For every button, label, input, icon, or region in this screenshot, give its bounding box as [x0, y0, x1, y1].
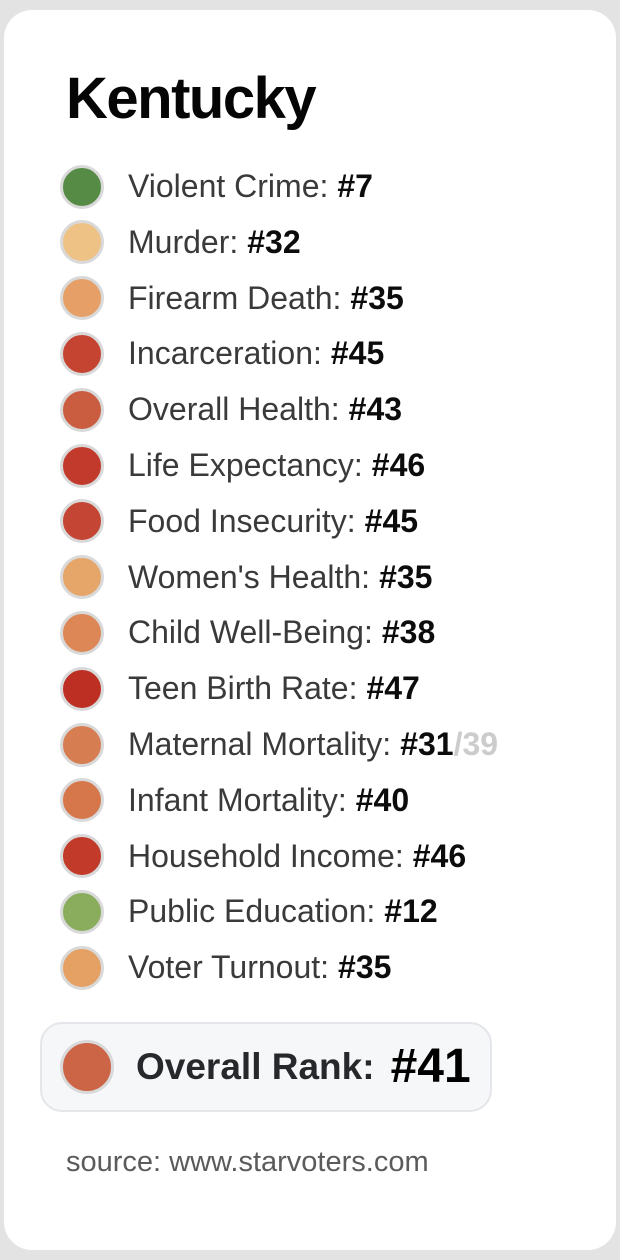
metric-label: Women's Health: — [128, 558, 371, 595]
metric-dot-icon — [60, 889, 104, 934]
metric-rank: #40 — [355, 781, 410, 818]
metric-rank: #45 — [330, 335, 385, 372]
metric-text: Public Education: #12 — [128, 893, 438, 930]
metrics-list: Violent Crime: #7 Murder: #32 Firearm Death:… — [4, 159, 616, 996]
metric-row: Women's Health: #35 — [60, 549, 616, 605]
metric-text: Household Income: #46 — [128, 838, 466, 875]
metric-label: Public Education: — [128, 893, 376, 930]
metric-row: Voter Turnout: #35 — [60, 940, 616, 996]
metric-row: Food Insecurity: #45 — [60, 493, 616, 549]
metric-label: Firearm Death: — [128, 279, 342, 316]
metric-row: Violent Crime: #7 — [60, 159, 616, 215]
metric-label: Maternal Mortality: — [128, 726, 392, 763]
overall-rank-value: #41 — [390, 1040, 471, 1094]
metric-rank: #43 — [348, 391, 403, 428]
state-ranking-card: Kentucky Violent Crime: #7 Murder: #32 Firea… — [4, 10, 616, 1250]
state-title: Kentucky — [66, 66, 317, 131]
metric-label: Murder: — [128, 223, 239, 260]
metric-dot-icon — [60, 610, 104, 655]
metric-row: Child Well-Being: #38 — [60, 605, 616, 661]
metric-dot-icon — [60, 778, 104, 823]
metric-text: Overall Health: #43 — [128, 391, 402, 428]
metric-row: Life Expectancy: #46 — [60, 438, 616, 494]
metric-rank: #7 — [337, 168, 373, 205]
metric-row: Infant Mortality: #40 — [60, 772, 616, 828]
metric-dot-icon — [60, 387, 104, 432]
metric-rank: #47 — [366, 670, 420, 707]
metric-text: Incarceration: #45 — [128, 335, 384, 372]
source-credit: source: www.starvoters.com — [66, 1145, 429, 1178]
metric-rank: #35 — [350, 279, 404, 316]
metric-label: Voter Turnout: — [128, 949, 330, 986]
metric-dot-icon — [60, 164, 104, 209]
metric-dot-icon — [60, 834, 104, 879]
metric-rank: #46 — [371, 447, 426, 484]
metric-dot-icon — [60, 499, 104, 544]
metric-dot-icon — [60, 722, 104, 767]
overall-rank-dot-icon — [60, 1039, 114, 1094]
metric-text: Firearm Death: #35 — [128, 280, 404, 317]
metric-text: Violent Crime: #7 — [128, 168, 373, 205]
metric-dot-icon — [60, 331, 104, 376]
metric-text: Food Insecurity: #45 — [128, 503, 418, 540]
overall-rank-label: Overall Rank: — [136, 1045, 375, 1087]
metric-row: Public Education: #12 — [60, 884, 616, 940]
metric-dot-icon — [60, 220, 104, 265]
metric-dot-icon — [60, 666, 104, 711]
metric-label: Child Well-Being: — [128, 614, 373, 651]
metric-label: Food Insecurity: — [128, 502, 356, 539]
metric-label: Incarceration: — [128, 335, 322, 372]
metric-rank: #31 — [400, 726, 454, 763]
metric-text: Maternal Mortality: #31/39 — [128, 726, 498, 763]
metric-rank: #46 — [412, 837, 467, 874]
metric-rank: #38 — [381, 614, 436, 651]
metric-text: Women's Health: #35 — [128, 559, 432, 596]
metric-row: Maternal Mortality: #31/39 — [60, 717, 616, 773]
metric-label: Life Expectancy: — [128, 447, 363, 484]
metric-dot-icon — [60, 945, 104, 990]
metric-rank-suffix: /39 — [453, 726, 499, 763]
metric-rank: #32 — [247, 223, 301, 260]
metric-label: Overall Health: — [128, 391, 340, 428]
metric-dot-icon — [60, 276, 104, 321]
metric-dot-icon — [60, 443, 104, 488]
metric-label: Teen Birth Rate: — [128, 670, 358, 707]
metric-text: Voter Turnout: #35 — [128, 949, 391, 986]
overall-rank-box: Overall Rank: #41 — [40, 1021, 492, 1112]
metric-row: Household Income: #46 — [60, 828, 616, 884]
metric-rank: #35 — [338, 949, 392, 986]
metric-text: Child Well-Being: #38 — [128, 614, 435, 651]
metric-label: Infant Mortality: — [128, 781, 347, 818]
metric-row: Firearm Death: #35 — [60, 270, 616, 326]
metric-row: Incarceration: #45 — [60, 326, 616, 382]
metric-rank: #12 — [384, 893, 438, 930]
metric-row: Overall Health: #43 — [60, 382, 616, 438]
metric-label: Violent Crime: — [128, 168, 329, 205]
metric-label: Household Income: — [128, 837, 404, 874]
metric-text: Teen Birth Rate: #47 — [128, 670, 420, 707]
metric-dot-icon — [60, 555, 104, 600]
metric-row: Teen Birth Rate: #47 — [60, 661, 616, 717]
metric-text: Murder: #32 — [128, 224, 301, 261]
metric-rank: #35 — [379, 558, 433, 595]
metric-rank: #45 — [364, 502, 419, 539]
metric-row: Murder: #32 — [60, 214, 616, 270]
metric-text: Infant Mortality: #40 — [128, 782, 409, 819]
metric-text: Life Expectancy: #46 — [128, 447, 425, 484]
